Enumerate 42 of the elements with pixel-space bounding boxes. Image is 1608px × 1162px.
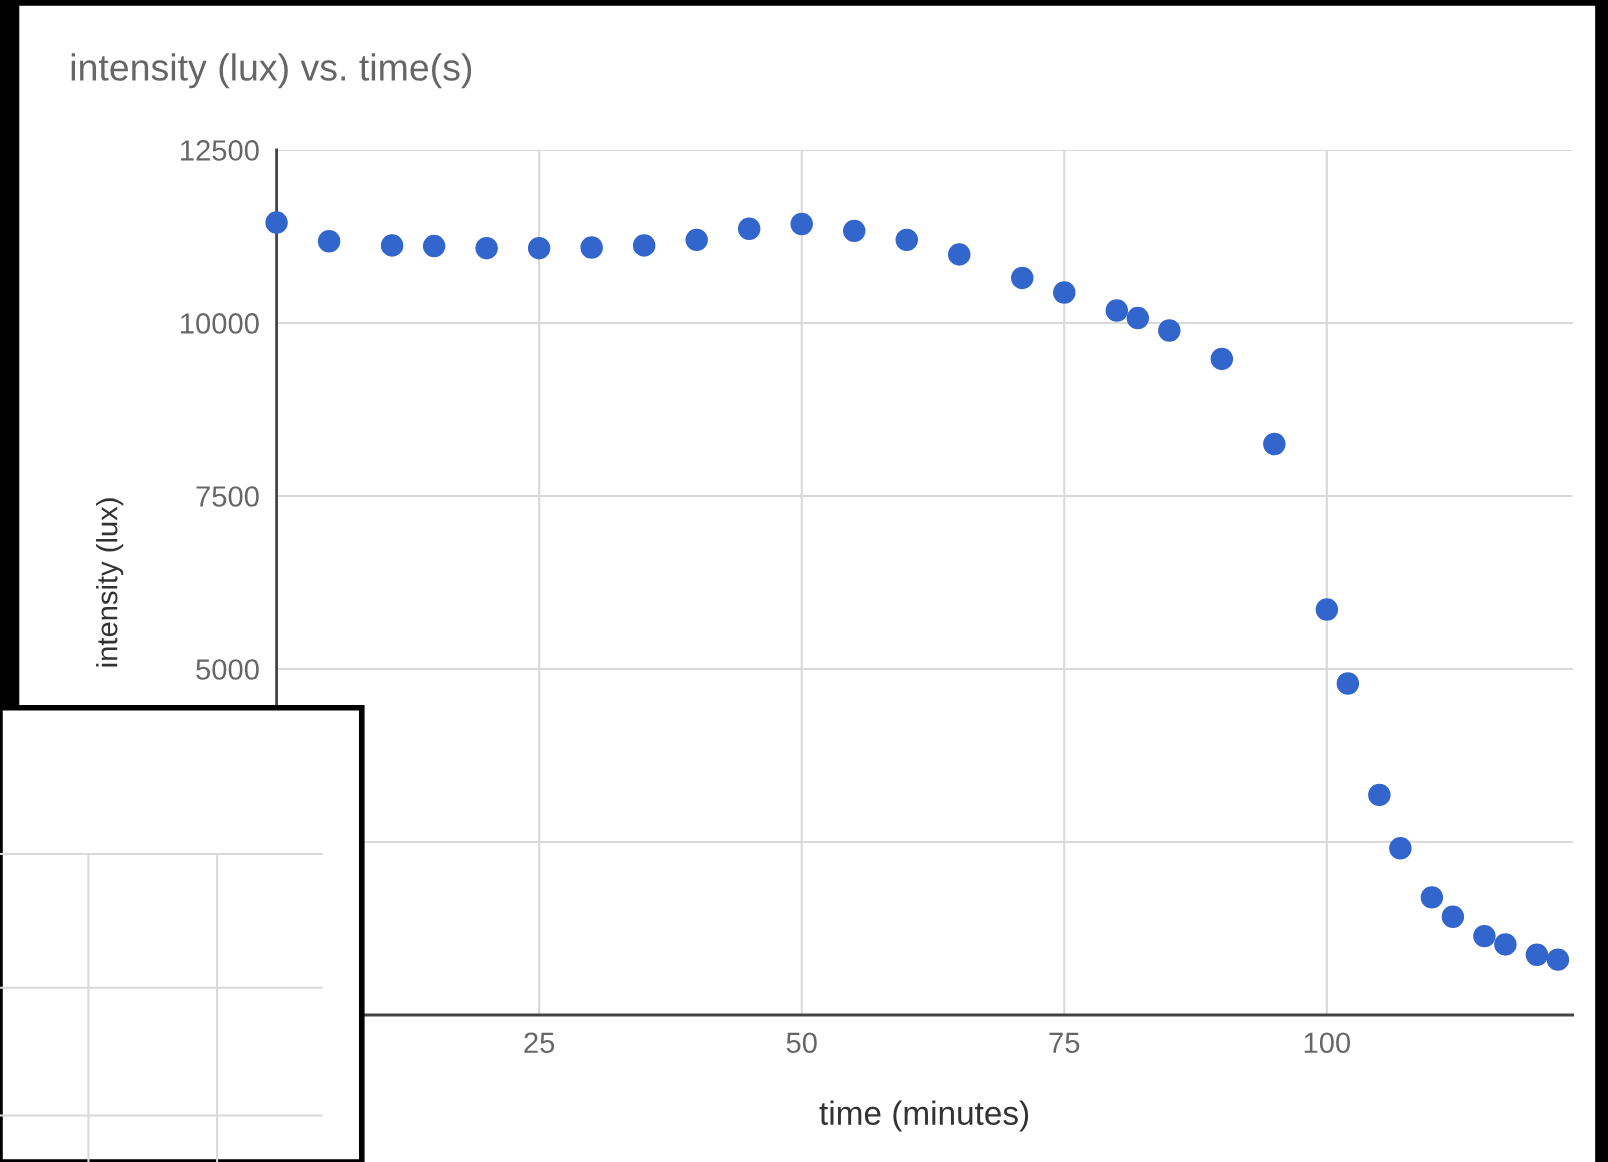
point	[422, 234, 446, 258]
point	[1210, 347, 1234, 371]
point	[380, 234, 404, 257]
point	[580, 236, 603, 259]
point	[317, 230, 341, 253]
point	[265, 211, 288, 234]
point	[1336, 672, 1360, 695]
point	[1494, 933, 1517, 956]
point	[895, 228, 918, 252]
point	[475, 236, 498, 260]
chart-title: intensity (lux) vs. time(s)	[71, 53, 472, 89]
point	[1315, 598, 1339, 621]
point	[1368, 783, 1391, 807]
x-axis-title: time (minutes)	[819, 1100, 1029, 1132]
point	[1053, 281, 1076, 304]
point	[632, 234, 656, 257]
y-tick-label: 12500	[181, 140, 259, 161]
point	[843, 219, 866, 243]
point	[1263, 432, 1286, 456]
x-tick-label: 50	[786, 1032, 817, 1054]
point	[790, 212, 813, 236]
point	[1126, 306, 1150, 330]
point	[948, 243, 971, 266]
point	[1011, 266, 1034, 290]
x-tick-label: 75	[1049, 1032, 1080, 1054]
y-tick-label: 7500	[196, 486, 259, 507]
point	[527, 236, 551, 260]
x-tick-label: 100	[1304, 1032, 1351, 1054]
y-tick-label: 10000	[181, 313, 259, 334]
point	[1389, 836, 1412, 860]
y-axis-title: intensity (lux)	[96, 498, 124, 667]
point	[1441, 905, 1465, 928]
point	[1546, 948, 1570, 971]
point	[1473, 924, 1496, 948]
point	[1420, 886, 1444, 909]
point	[737, 217, 761, 241]
point	[1105, 299, 1129, 322]
point	[685, 228, 708, 252]
y-tick-label: 5000	[196, 659, 259, 680]
x-tick-label: 25	[524, 1032, 555, 1054]
point	[1158, 319, 1181, 342]
point	[1525, 943, 1549, 967]
